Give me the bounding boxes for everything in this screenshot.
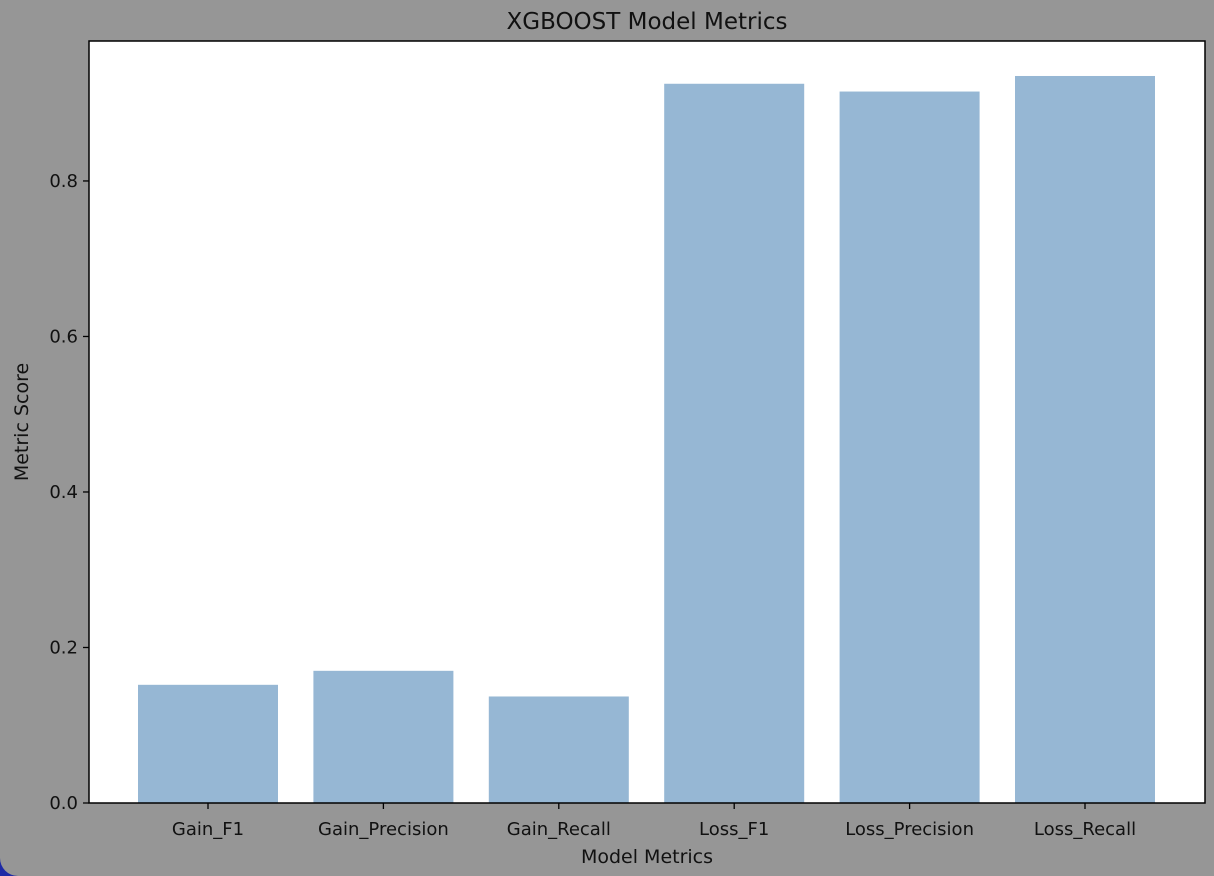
y-ticks: 0.0 0.2 0.4 0.6 0.8 (49, 171, 89, 814)
bar-gain-recall (488, 696, 629, 803)
x-ticks: Gain_F1 Gain_Precision Gain_Recall Loss_F1 L… (172, 803, 1136, 840)
y-tick-label: 0.2 (49, 637, 78, 658)
x-tick-label: Loss_Recall (1034, 819, 1136, 840)
y-axis-label: Metric Score (11, 363, 33, 481)
chart-title: XGBOOST Model Metrics (507, 9, 788, 35)
y-tick-label: 0.6 (49, 326, 78, 347)
bar-loss-recall (1015, 75, 1155, 803)
y-tick-label: 0.0 (49, 793, 78, 814)
plot-frame (88, 40, 1206, 804)
x-tick-label: Loss_F1 (699, 819, 769, 840)
y-tick-label: 0.8 (49, 171, 78, 192)
bar-gain-precision (313, 670, 454, 803)
x-tick-label: Gain_F1 (172, 819, 244, 840)
x-axis-label: Model Metrics (581, 846, 713, 868)
x-tick-label: Loss_Precision (845, 819, 974, 840)
x-tick-label: Gain_Recall (507, 819, 611, 840)
bars-group (138, 75, 1155, 803)
y-tick-label: 0.4 (49, 482, 78, 503)
x-tick-label: Gain_Precision (318, 819, 449, 840)
bar-gain-f1 (138, 684, 278, 803)
bar-loss-f1 (664, 83, 805, 803)
bar-loss-precision (839, 91, 980, 803)
